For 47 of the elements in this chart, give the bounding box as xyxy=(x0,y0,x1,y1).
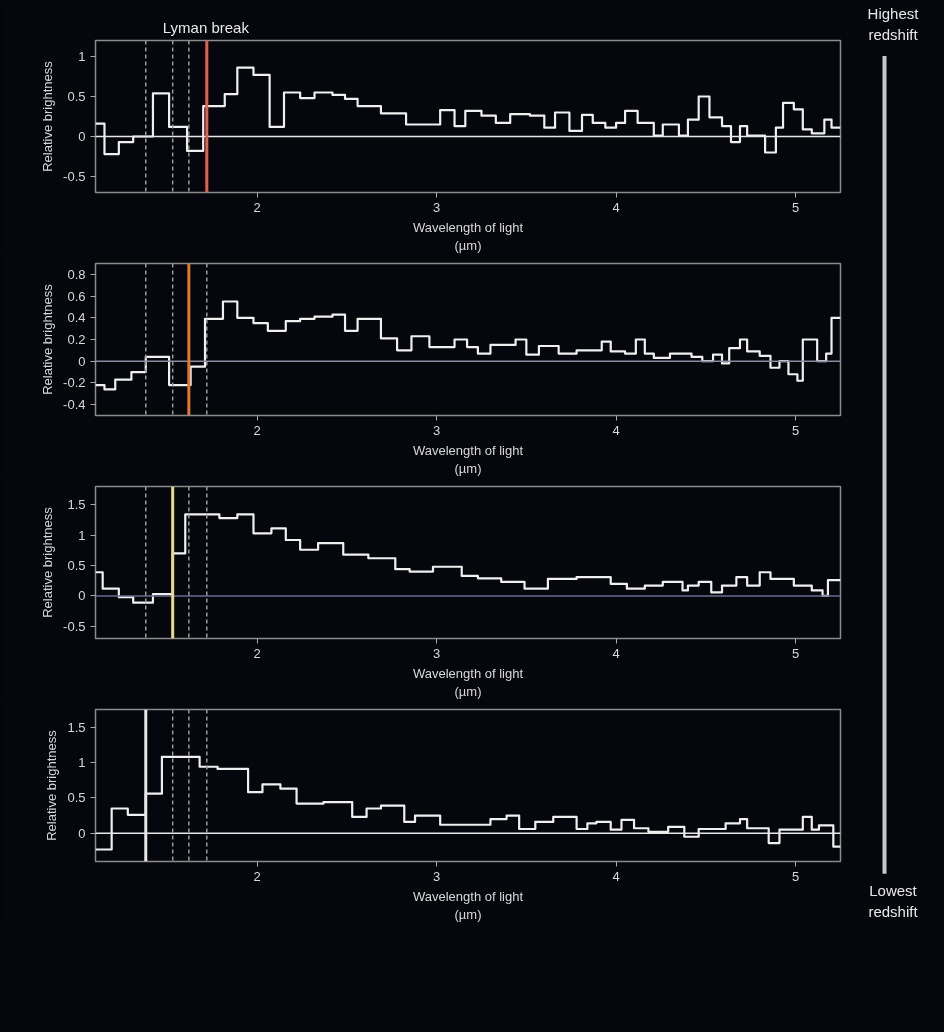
x-tick-label: 2 xyxy=(253,422,261,438)
y-tick-label: 0 xyxy=(78,825,86,841)
x-tick-label: 5 xyxy=(792,199,800,215)
y-tick-label: 0.5 xyxy=(67,558,86,574)
y-tick-label: 0.5 xyxy=(67,790,86,806)
y-tick-label: 0.2 xyxy=(67,332,86,347)
y-tick-label: -0.2 xyxy=(63,375,86,391)
y-tick-label: 0.8 xyxy=(67,266,86,282)
x-tick-label: 3 xyxy=(432,645,441,661)
x-tick-label: 2 xyxy=(253,868,261,884)
x-tick-label: 5 xyxy=(792,645,800,661)
x-tick-label: 3 xyxy=(432,199,441,215)
x-tick-label: 4 xyxy=(612,422,620,438)
x-tick-label: 5 xyxy=(792,422,800,438)
y-tick-label: 0.4 xyxy=(67,310,86,326)
y-tick-label: 1.5 xyxy=(67,719,86,735)
x-axis-title: Wavelength of light (µm) xyxy=(412,442,524,476)
y-axis-title: Relative brightness xyxy=(40,506,56,618)
y-tick-label: 1.5 xyxy=(67,497,86,513)
x-axis-title: Wavelength of light (µm) xyxy=(412,219,524,253)
x-axis-title: Wavelength of light (µm) xyxy=(412,888,524,922)
y-tick-label: 0 xyxy=(78,129,86,144)
y-tick-label: 1 xyxy=(78,527,86,543)
x-tick-label: 4 xyxy=(612,868,620,884)
x-axis-title: Wavelength of light (µm) xyxy=(412,665,524,699)
x-tick-label: 3 xyxy=(432,422,441,438)
y-axis-title: Relative brightness xyxy=(44,729,60,841)
x-tick-label: 4 xyxy=(612,645,620,661)
text: Lowest redshift xyxy=(868,882,919,920)
ref-line-label: Lyman break xyxy=(162,18,250,36)
y-tick-label: 0 xyxy=(78,588,86,604)
y-tick-label: -0.5 xyxy=(63,618,86,634)
y-tick-label: 0.6 xyxy=(67,288,86,304)
x-tick-label: 2 xyxy=(253,199,261,215)
y-axis-title: Relative brightness xyxy=(40,283,56,395)
y-tick-label: -0.5 xyxy=(63,169,86,184)
y-tick-label: 1 xyxy=(78,49,86,64)
text: Highest redshift xyxy=(867,5,920,43)
y-tick-label: -0.4 xyxy=(63,397,86,413)
x-tick-label: 4 xyxy=(612,199,620,215)
x-tick-label: 3 xyxy=(432,868,441,884)
x-tick-label: 5 xyxy=(792,868,800,884)
y-axis-title: Relative brightness xyxy=(40,60,56,172)
y-tick-label: 0 xyxy=(78,353,86,369)
y-tick-label: 0.5 xyxy=(67,89,86,104)
y-tick-label: 1 xyxy=(78,755,86,771)
x-tick-label: 2 xyxy=(253,645,261,661)
